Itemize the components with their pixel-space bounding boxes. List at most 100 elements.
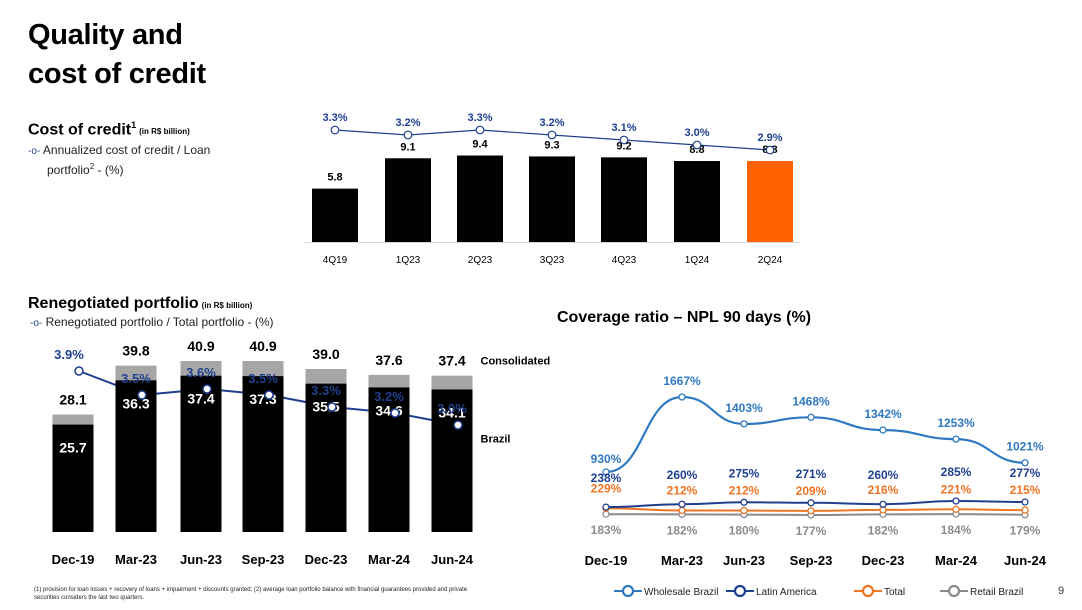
coverage-point-latam-Jun-23 [740, 498, 748, 506]
cost-title-sup: 1 [131, 120, 137, 130]
cost-ratio-label-2Q24: 2.9% [757, 132, 782, 144]
coverage-label-total-Sep-23: 209% [796, 484, 827, 498]
coverage-point-total-Jun-23 [740, 506, 748, 515]
coverage-label-retail-Dec-19: 183% [591, 523, 622, 537]
renego-ratio-label-Dec-19: 3.9% [54, 347, 84, 362]
cost-x-tick-1Q24: 1Q24 [685, 255, 710, 266]
renego-brazil-bar-Dec-19 [52, 424, 94, 532]
renego-ratio-point-Sep-23 [264, 390, 274, 400]
cost-x-tick-2Q23: 2Q23 [468, 255, 493, 266]
cost-ratio-point-2Q23 [475, 125, 485, 135]
coverage-legend-marker-total [861, 584, 875, 598]
renego-x-tick-Mar-24: Mar-24 [368, 552, 411, 567]
renego-consolidated-bar-Sep-23 [242, 361, 284, 377]
renego-legend-text: Renegotiated portfolio / Total portfolio… [45, 315, 274, 329]
coverage-point-total-Mar-23 [678, 506, 686, 515]
coverage-legend-label-latam: Latin America [756, 587, 817, 598]
cost-legend-line1: Annualized cost of credit / Loan [42, 143, 211, 157]
coverage-label-retail-Dec-23: 182% [868, 523, 899, 537]
renego-consolidated-bar-Jun-23 [180, 361, 222, 376]
coverage-label-wholesale-Dec-19: 930% [591, 452, 622, 466]
coverage-point-wholesale-Jun-23 [740, 420, 748, 428]
coverage-point-latam-Sep-23 [807, 499, 815, 507]
cost-x-tick-2Q24: 2Q24 [758, 255, 783, 266]
cost-bar-value-3Q23: 9.3 [544, 139, 559, 151]
renego-consolidated-bar-Mar-23 [115, 365, 157, 381]
coverage-label-retail-Sep-23: 177% [796, 524, 827, 538]
renego-ratio-point-Jun-24 [453, 420, 463, 430]
coverage-point-latam-Mar-23 [678, 500, 686, 508]
coverage-label-wholesale-Sep-23: 1468% [792, 394, 830, 408]
renego-ratio-label-Mar-24: 3.2% [374, 389, 404, 404]
coverage-label-wholesale-Jun-23: 1403% [725, 401, 763, 415]
renego-consolidated-value-Mar-23: 39.8 [122, 343, 149, 359]
coverage-point-latam-Jun-24 [1021, 498, 1029, 506]
coverage-point-wholesale-Dec-23 [879, 426, 887, 434]
coverage-point-latam-Mar-24 [952, 497, 960, 505]
renego-brazil-bar-Jun-23 [180, 375, 222, 532]
renego-ratio-label-Sep-23: 3.5% [248, 371, 278, 386]
cost-of-credit-chart: 5.8 4Q19 3.3% 9.1 1Q23 3.2% 9.4 2Q23 3.3% 9.3 3Q23… [305, 112, 800, 266]
coverage-x-tick-Mar-24: Mar-24 [935, 553, 978, 568]
page-number: 9 [1058, 585, 1065, 597]
coverage-x-tick-Jun-24: Jun-24 [1004, 553, 1047, 568]
cost-x-tick-4Q23: 4Q23 [612, 255, 637, 266]
coverage-point-wholesale-Dec-19 [602, 468, 610, 476]
renego-brazil-bar-Sep-23 [242, 376, 284, 532]
cost-bar-2Q24 [747, 161, 793, 242]
page-title: Quality and cost of credit [28, 16, 288, 94]
renego-legend: -o- Renegotiated portfolio / Total portf… [30, 315, 273, 331]
cost-bar-1Q24 [674, 161, 720, 242]
renego-consolidated-value-Sep-23: 40.9 [249, 338, 276, 354]
legend-marker-icon: -o- [28, 146, 41, 157]
renego-brazil-bar-Dec-23 [305, 383, 347, 532]
renego-brazil-value-Jun-24: 34.1 [438, 404, 465, 420]
legend-marker-icon: -o- [30, 318, 43, 329]
renegotiated-title: Renegotiated portfolio (in R$ billion) [28, 295, 252, 313]
renego-ratio-point-Mar-23 [137, 390, 147, 400]
renego-consolidated-value-Dec-19: 28.1 [59, 392, 86, 408]
coverage-line-total [605, 507, 1026, 512]
coverage-x-tick-Jun-23: Jun-23 [723, 553, 765, 568]
cost-ratio-point-1Q23 [403, 130, 413, 140]
renego-ratio-label-Jun-24: 3.0% [437, 401, 467, 416]
cost-ratio-label-2Q23: 3.3% [467, 112, 492, 124]
cost-legend-line2a: portfolio [47, 163, 90, 177]
coverage-point-wholesale-Jun-24 [1021, 459, 1029, 467]
coverage-point-retail-Dec-19 [602, 510, 610, 518]
renego-series-label-brazil: Brazil [481, 433, 511, 445]
coverage-label-latam-Sep-23: 271% [796, 467, 827, 481]
cost-ratio-label-1Q24: 3.0% [684, 127, 709, 139]
coverage-label-retail-Jun-24: 179% [1010, 524, 1041, 538]
renego-consolidated-bar-Jun-24 [431, 375, 473, 390]
renego-title-text: Renegotiated portfolio [28, 295, 199, 312]
coverage-point-wholesale-Mar-24 [952, 435, 960, 443]
renego-brazil-bar-Mar-23 [115, 380, 157, 532]
coverage-ratio-chart: 930% 1667% 1403% 1468% 1342% 1253% 1021% 238% 26… [585, 374, 1047, 598]
coverage-x-tick-Mar-23: Mar-23 [661, 553, 703, 568]
renego-consolidated-value-Jun-24: 37.4 [438, 353, 465, 369]
coverage-label-latam-Jun-23: 275% [729, 466, 760, 480]
renego-x-tick-Jun-23: Jun-23 [180, 552, 222, 567]
coverage-legend-marker-latam [733, 584, 747, 598]
cost-bar-value-1Q23: 9.1 [400, 141, 415, 153]
cost-x-tick-4Q19: 4Q19 [323, 255, 348, 266]
cost-ratio-label-3Q23: 3.2% [539, 117, 564, 129]
coverage-point-latam-Dec-19 [602, 503, 610, 511]
renego-x-tick-Dec-23: Dec-23 [305, 552, 348, 567]
coverage-label-total-Jun-23: 212% [729, 484, 760, 498]
coverage-label-total-Jun-24: 215% [1010, 483, 1041, 497]
renego-consolidated-bar-Mar-24 [368, 374, 410, 388]
cost-ratio-label-4Q19: 3.3% [322, 112, 347, 124]
cost-legend: -o- Annualized cost of credit / Loan por… [28, 143, 210, 178]
cost-bar-4Q19 [312, 188, 358, 242]
cost-bar-1Q23 [385, 158, 431, 242]
cost-bar-value-4Q19: 5.8 [327, 172, 342, 184]
cost-unit: (in R$ billion) [139, 127, 190, 137]
coverage-legend-marker-retail [947, 584, 961, 598]
coverage-point-latam-Dec-23 [879, 500, 887, 508]
coverage-label-retail-Jun-23: 180% [729, 524, 760, 538]
coverage-label-latam-Mar-23: 260% [667, 468, 698, 482]
coverage-label-latam-Dec-23: 260% [868, 468, 899, 482]
